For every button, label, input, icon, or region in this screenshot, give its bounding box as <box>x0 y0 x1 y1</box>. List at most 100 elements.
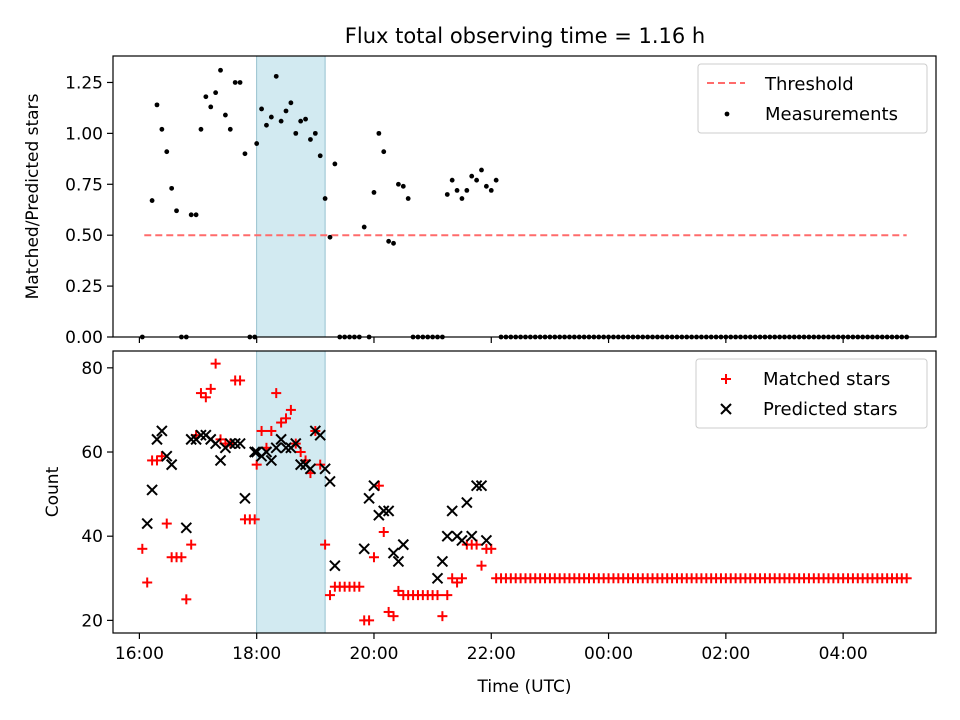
measurement-point <box>203 94 209 100</box>
matched-star-point <box>181 594 192 605</box>
top-panel: 0.00 0.25 0.50 0.75 1.00 1.25 Matched/Predict… <box>23 55 937 348</box>
measurement-point <box>400 183 406 189</box>
measurement-point <box>283 108 289 114</box>
measurement-point <box>254 141 260 146</box>
measurement-point <box>469 173 475 179</box>
predicted-star-point <box>456 534 468 547</box>
matched-star-point <box>324 590 335 601</box>
predicted-star-point <box>461 496 473 509</box>
y-tick-label: 0.00 <box>65 328 103 348</box>
x-tick-label: 02:00 <box>701 644 750 664</box>
chart-title: Flux total observing time = 1.16 h <box>345 24 705 48</box>
predicted-star-point <box>304 463 317 475</box>
measurement-point <box>396 181 401 187</box>
predicted-star-point <box>329 559 341 572</box>
matched-star-point <box>901 573 912 584</box>
measurement-point <box>449 177 455 183</box>
predicted-star-point <box>480 534 493 547</box>
measurement-point <box>242 151 248 157</box>
matched-star-point <box>186 539 197 550</box>
threshold-legend-label: Threshold <box>764 74 854 95</box>
matched-star-point <box>373 480 384 491</box>
measurement-point <box>332 161 338 167</box>
predicted-star-point <box>280 442 292 454</box>
x-tick-label: 18:00 <box>232 644 281 664</box>
measurement-point <box>474 177 480 183</box>
matched-legend-marker <box>721 374 731 384</box>
matched-star-point <box>235 375 246 386</box>
measurement-point <box>454 187 460 193</box>
matched-star-point <box>210 358 221 369</box>
matched-star-point <box>156 451 167 462</box>
bottom-axes-frame <box>112 350 937 634</box>
measurement-point <box>327 234 333 240</box>
measurement-point <box>312 130 318 136</box>
matched-star-point <box>142 577 153 588</box>
y-tick-label: 0.50 <box>65 226 103 246</box>
measurement-point <box>303 116 308 122</box>
matched-star-point <box>137 543 148 554</box>
y-tick-label: 0.75 <box>65 175 103 195</box>
predicted-star-point <box>195 429 207 441</box>
y-tick-label: 60 <box>81 443 103 463</box>
bottom-x-axis: 16:00 18:00 20:00 22:00 00:00 02:00 04:00 <box>115 633 868 664</box>
predicted-star-point <box>363 492 375 505</box>
predicted-star-point <box>368 479 380 492</box>
matched-star-point <box>456 573 467 584</box>
predicted-star-point <box>290 437 302 450</box>
predicted-star-point <box>324 475 336 488</box>
matched-legend-label: Matched stars <box>763 369 890 390</box>
matched-star-point <box>354 581 365 592</box>
measurement-point <box>371 190 377 195</box>
predicted-star-point <box>319 463 331 475</box>
measurement-point <box>444 192 450 197</box>
measurement-point <box>278 118 284 124</box>
measurement-point <box>298 118 304 124</box>
measurement-point <box>483 183 489 189</box>
x-tick-label: 20:00 <box>349 644 398 664</box>
matched-star-point <box>476 560 487 571</box>
y-tick-label: 20 <box>81 611 103 631</box>
matched-star-point <box>388 611 399 622</box>
top-legend-box <box>697 63 928 134</box>
predicted-star-point <box>392 555 405 568</box>
measurement-point <box>154 102 160 108</box>
measurement-point <box>376 130 382 136</box>
measurement-point <box>169 185 175 191</box>
predicted-star-point <box>275 433 287 446</box>
predicted-star-point <box>436 555 449 568</box>
x-axis-label: Time (UTC) <box>477 677 572 697</box>
predicted-star-point <box>229 437 241 450</box>
predicted-star-point <box>185 433 197 446</box>
predicted-star-point <box>431 572 444 584</box>
x-tick-label: 04:00 <box>819 644 868 664</box>
matched-star-point <box>200 392 211 403</box>
measurement-point <box>322 196 328 201</box>
matched-star-point <box>442 590 453 601</box>
measurement-point <box>317 153 323 159</box>
predicted-star-point <box>270 442 282 454</box>
predicted-star-point <box>378 505 390 517</box>
y-tick-label: 0.25 <box>65 277 103 297</box>
top-legend: Threshold Measurements <box>697 63 928 134</box>
predicted-star-point <box>224 437 236 450</box>
measurement-point <box>361 224 367 230</box>
measurement-point <box>479 167 484 173</box>
measurement-point <box>273 73 279 79</box>
measurement-point <box>264 122 269 128</box>
measurement-point <box>174 208 179 214</box>
predicted-star-point <box>165 458 178 471</box>
measurement-point <box>193 212 199 218</box>
matched-star-point <box>285 404 296 415</box>
predicted-star-point <box>265 454 278 467</box>
predicted-stars-series <box>141 425 493 584</box>
predicted-star-point <box>387 547 400 559</box>
measurement-point <box>386 238 392 244</box>
measurement-point <box>213 90 219 96</box>
predicted-star-point <box>234 437 246 450</box>
predicted-star-point <box>151 433 163 446</box>
measurement-point <box>218 67 223 73</box>
predicted-star-point <box>156 425 168 437</box>
predicted-legend-marker <box>720 403 732 415</box>
predicted-legend-swatch <box>720 403 732 415</box>
